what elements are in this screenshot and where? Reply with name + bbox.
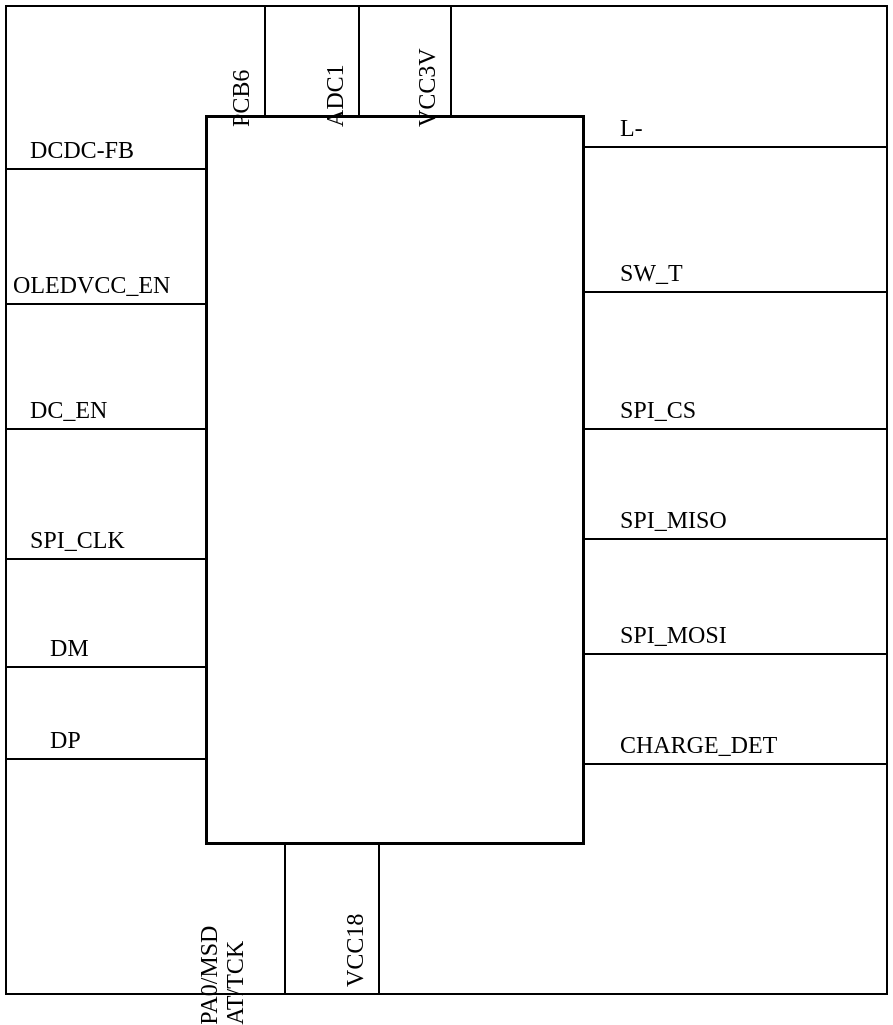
pin-line-l-minus bbox=[585, 146, 888, 148]
pin-line-dc-en bbox=[5, 428, 205, 430]
pin-label-sw-t: SW_T bbox=[620, 261, 683, 288]
pin-label-pa0-line2: AT/TCK bbox=[224, 941, 250, 1025]
pin-label-spi-cs: SPI_CS bbox=[620, 398, 696, 425]
pin-line-spi-cs bbox=[585, 428, 888, 430]
chip-body bbox=[205, 115, 585, 845]
pin-label-charge-det: CHARGE_DET bbox=[620, 733, 777, 760]
pin-label-dp: DP bbox=[50, 728, 81, 755]
pin-line-adc1 bbox=[358, 5, 360, 115]
pin-line-dm bbox=[5, 666, 205, 668]
pin-label-vcc18: VCC18 bbox=[343, 914, 370, 987]
pin-line-spi-mosi bbox=[585, 653, 888, 655]
pin-line-spi-miso bbox=[585, 538, 888, 540]
pin-label-adc1: ADC1 bbox=[323, 64, 350, 127]
pin-label-dcdc-fb: DCDC-FB bbox=[30, 138, 134, 165]
pin-line-dcdc-fb bbox=[5, 168, 205, 170]
pin-line-charge-det bbox=[585, 763, 888, 765]
pin-label-pcb6: PCB6 bbox=[229, 70, 256, 127]
pin-label-oledvcc-en: OLEDVCC_EN bbox=[13, 273, 170, 300]
pin-line-pa0-msd bbox=[284, 845, 286, 995]
pin-label-l-minus: L- bbox=[620, 116, 643, 143]
pin-line-vcc18 bbox=[378, 845, 380, 995]
pin-line-sw-t bbox=[585, 291, 888, 293]
pin-label-spi-miso: SPI_MISO bbox=[620, 508, 727, 535]
pin-line-dp bbox=[5, 758, 205, 760]
pin-label-dc-en: DC_EN bbox=[30, 398, 107, 425]
pin-line-oledvcc-en bbox=[5, 303, 205, 305]
pin-label-dm: DM bbox=[50, 636, 89, 663]
pin-label-pa0-msd: PA0/MSD AT/TCK bbox=[197, 926, 250, 1025]
pinout-diagram: DCDC-FB OLEDVCC_EN DC_EN SPI_CLK DM DP L… bbox=[0, 0, 893, 1000]
pin-label-vcc3v: VCC3V bbox=[415, 48, 442, 127]
pin-line-vcc3v bbox=[450, 5, 452, 115]
pin-label-pa0-line1: PA0/MSD bbox=[197, 926, 223, 1025]
pin-label-spi-mosi: SPI_MOSI bbox=[620, 623, 727, 650]
pin-label-spi-clk: SPI_CLK bbox=[30, 528, 125, 555]
pin-line-spi-clk bbox=[5, 558, 205, 560]
pin-line-pcb6 bbox=[264, 5, 266, 115]
